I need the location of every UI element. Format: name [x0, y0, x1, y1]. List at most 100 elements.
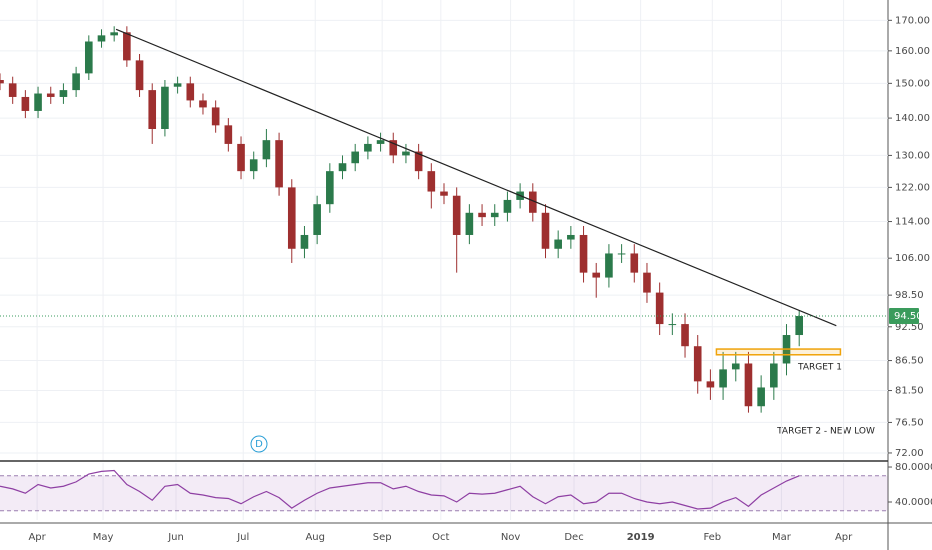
- candle-body: [719, 369, 727, 388]
- candle-body: [630, 253, 639, 273]
- y-tick-label: 114.00: [895, 217, 930, 228]
- annotation: TARGET 2 - NEW LOW: [776, 427, 875, 437]
- candle-body: [579, 234, 588, 273]
- y-tick-label: 130.00: [895, 150, 930, 161]
- y-tick-label: 98.50: [895, 290, 924, 301]
- candle-body: [643, 272, 651, 293]
- x-tick-label: Feb: [703, 532, 721, 543]
- candle-body: [148, 90, 157, 130]
- y-tick-label: 140.00: [895, 113, 930, 124]
- candle-body: [528, 191, 537, 213]
- x-tick-label: Mar: [772, 532, 792, 543]
- candle-body: [287, 187, 296, 249]
- candle-body: [490, 212, 499, 218]
- candle-body: [351, 151, 360, 164]
- x-tick-label: Jun: [167, 532, 184, 543]
- candle-body: [59, 90, 68, 97]
- candle-body: [275, 140, 283, 188]
- candle-body: [427, 171, 436, 192]
- candle-body: [693, 346, 702, 382]
- candle-body: [795, 316, 804, 336]
- y-tick-label: 76.50: [895, 417, 924, 428]
- candle-body: [338, 163, 347, 172]
- rsi-line: [0, 469, 800, 510]
- candle-body: [681, 324, 689, 347]
- candle-body: [757, 387, 765, 407]
- candle-body: [186, 83, 195, 101]
- candle-body: [313, 204, 321, 235]
- y-tick-label: 170.00: [895, 15, 930, 26]
- x-tick-label: May: [93, 532, 114, 543]
- y-tick-label: 150.00: [895, 78, 930, 89]
- candle-body: [541, 212, 550, 249]
- event-marker-label: D: [255, 439, 263, 450]
- candle-body: [592, 272, 601, 278]
- candle-body: [46, 93, 55, 97]
- candle-body: [605, 253, 613, 278]
- last-price-label: 94.50: [894, 311, 923, 322]
- candle-body: [199, 100, 207, 108]
- event-marker[interactable]: [250, 435, 268, 453]
- candle-body: [110, 32, 118, 36]
- candle-body: [567, 234, 575, 240]
- candle-body: [503, 199, 512, 213]
- candle-body: [173, 83, 182, 87]
- x-tick-label: Sep: [373, 532, 392, 543]
- x-tick-label: Nov: [501, 532, 521, 543]
- candle-body: [668, 324, 677, 326]
- rsi-tick-label: 40.0000: [895, 497, 932, 508]
- x-tick-label: Jul: [236, 532, 249, 543]
- x-tick-label: Aug: [305, 532, 325, 543]
- candle-body: [262, 140, 271, 160]
- candle-body: [249, 159, 258, 172]
- candle-body: [21, 96, 30, 111]
- target-label: TARGET 1: [797, 363, 842, 373]
- y-tick-label: 72.00: [895, 448, 924, 459]
- candle-body: [8, 83, 17, 97]
- candle-body: [770, 363, 778, 388]
- candle-body: [414, 151, 423, 172]
- y-tick-label: 86.50: [895, 356, 924, 367]
- x-tick-label: Oct: [432, 532, 449, 543]
- candle-body: [452, 195, 461, 235]
- candle-body: [0, 80, 4, 84]
- candle-body: [326, 171, 334, 205]
- candle-body: [364, 143, 372, 152]
- candle-body: [72, 73, 80, 91]
- candle-body: [465, 212, 474, 235]
- candle-body: [376, 140, 385, 144]
- candle-body: [224, 125, 233, 144]
- y-tick-label: 160.00: [895, 46, 930, 57]
- last-price-tag: [889, 308, 919, 325]
- candle-body: [84, 41, 93, 74]
- candle-body: [554, 239, 562, 249]
- candle-body: [211, 107, 220, 126]
- candle-body: [34, 93, 42, 111]
- candle-body: [135, 60, 144, 91]
- rsi-band: [0, 475, 888, 511]
- candle-body: [237, 143, 245, 172]
- x-tick-label: Dec: [564, 532, 583, 543]
- candle-body: [731, 363, 740, 370]
- candle-body: [440, 191, 448, 196]
- rsi-tick-label: 80.0000: [895, 462, 932, 473]
- candle-body: [706, 381, 715, 388]
- y-tick-label: 122.00: [895, 182, 930, 193]
- x-tick-label: Apr: [835, 532, 853, 543]
- candle-body: [617, 253, 626, 255]
- x-tick-label: Apr: [28, 532, 46, 543]
- candle-body: [389, 140, 398, 156]
- candle-body: [478, 212, 486, 218]
- candle-body: [402, 151, 410, 156]
- x-tick-label: 2019: [627, 532, 655, 543]
- target-zone: [715, 348, 842, 356]
- candle-body: [123, 32, 131, 61]
- candle-body: [744, 363, 753, 407]
- trendline: [115, 28, 837, 327]
- candle-body: [161, 86, 169, 130]
- y-tick-label: 92.50: [895, 322, 924, 333]
- y-tick-label: 106.00: [895, 253, 930, 264]
